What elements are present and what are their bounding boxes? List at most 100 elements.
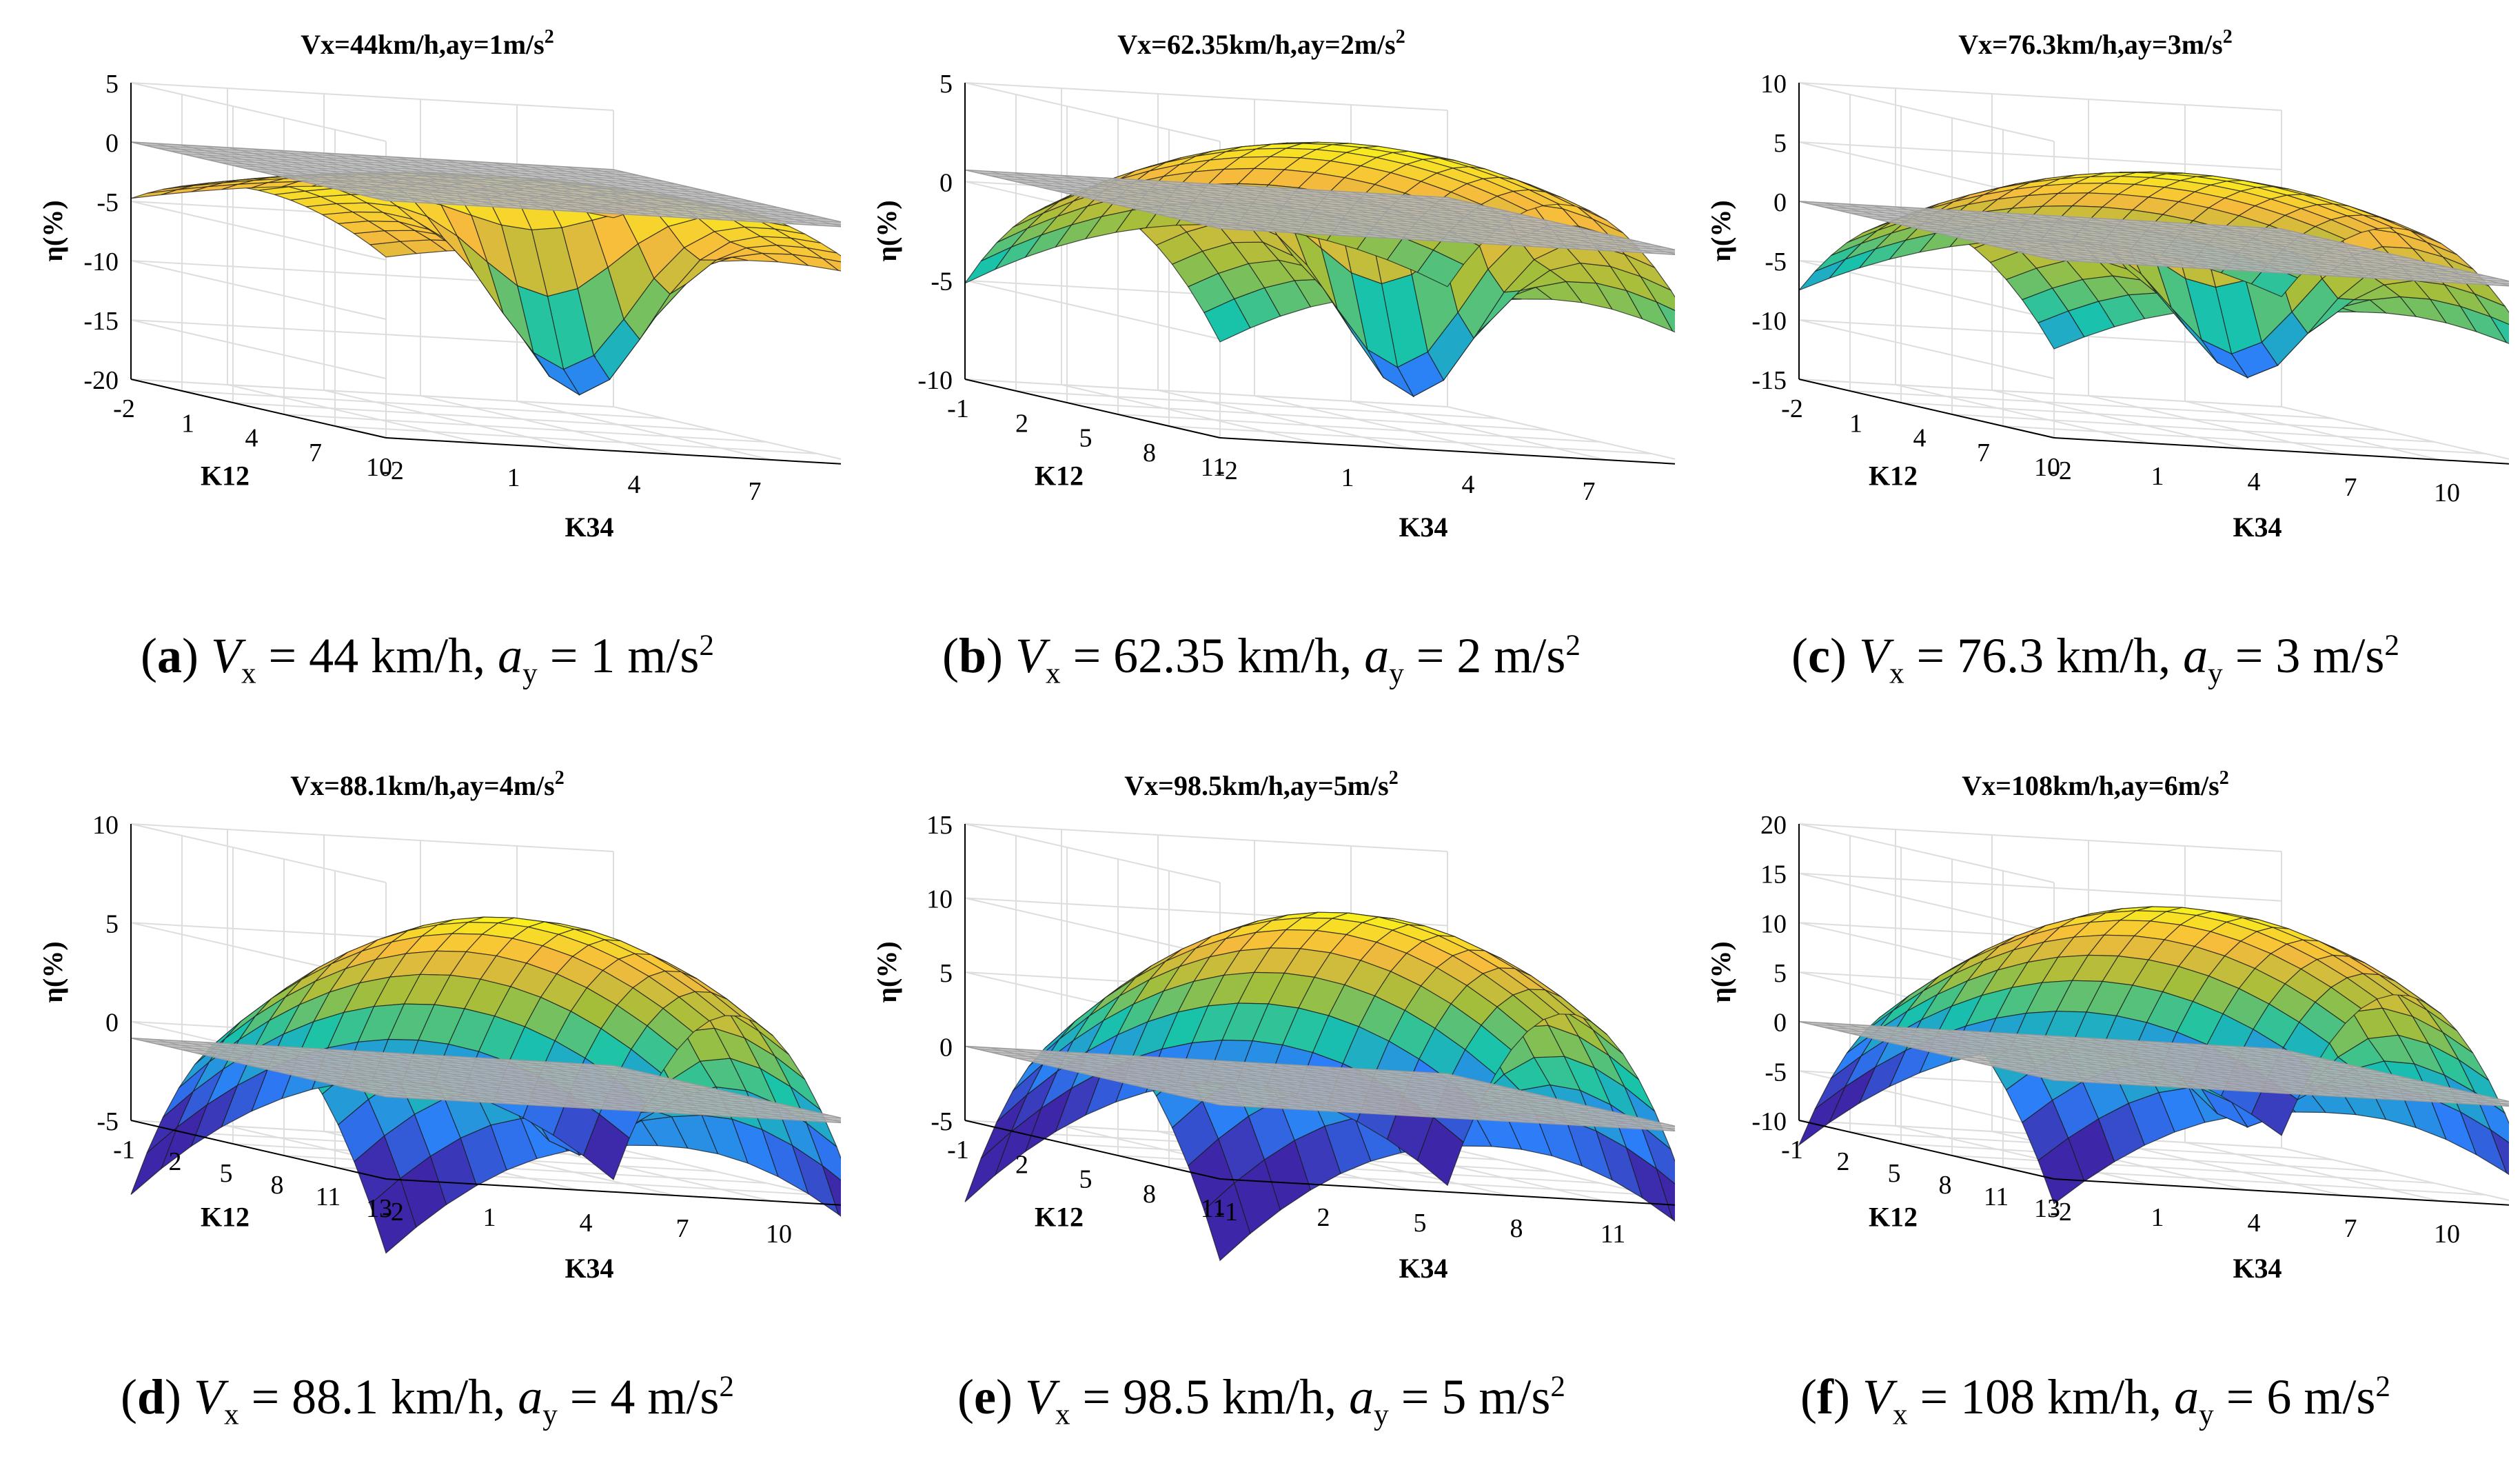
grid-line — [232, 402, 716, 431]
k12-axis-label: K12 — [1869, 1201, 1918, 1232]
zero-plane-line — [1130, 208, 1614, 236]
grid-line — [130, 379, 614, 407]
surface-cell — [130, 189, 178, 199]
zero-plane-line — [1951, 236, 2435, 265]
k34-tick-label: -2 — [2050, 456, 2072, 485]
caption-accel-unit: m/s — [647, 1369, 720, 1424]
zero-plane-line — [492, 162, 749, 222]
z-tick-label: 5 — [1774, 959, 1787, 988]
zero-plane-line — [271, 1069, 754, 1098]
chart-a: 50-5-10-15-20-214710-21478K12K34η(%)Vx=4… — [37, 26, 841, 543]
caption-vx-symbol: V — [1858, 628, 1889, 683]
caption-speed-unit: km/h — [1237, 628, 1340, 683]
caption-ay-symbol: a — [2183, 628, 2208, 683]
chart-title: Vx=108km/h,ay=6m/s2 — [1962, 767, 2228, 801]
k34-tick-label: 7 — [1583, 477, 1596, 506]
surface — [964, 911, 1675, 1262]
z-axis-label: η(%) — [37, 941, 68, 1002]
zero-plane-line — [1326, 1067, 1583, 1126]
k34-tick-label: 1 — [507, 463, 520, 492]
grid-line — [1951, 414, 2435, 443]
grid-line — [334, 425, 818, 454]
k12-tick-label: -1 — [947, 1136, 969, 1165]
k34-tick-label: 7 — [2344, 1214, 2357, 1243]
zero-plane-line — [589, 168, 841, 227]
caption-ay-sub: y — [2208, 657, 2223, 690]
k34-tick-label: -2 — [382, 1198, 404, 1227]
k34-axis-label: K34 — [2233, 512, 2282, 543]
zero-plane-line — [296, 1076, 780, 1105]
z-tick-label: 15 — [1760, 860, 1787, 889]
z-tick-label: -5 — [1765, 1058, 1787, 1087]
z-tick-label: 10 — [92, 811, 119, 840]
k12-tick-label: 10 — [366, 453, 392, 482]
zero-plane-line — [1399, 194, 1655, 254]
panel-b: 50-5-10-125811-214710K12K34η(%)Vx=62.35k… — [848, 7, 1675, 731]
caption-accel-unit: m/s — [1479, 1369, 1551, 1424]
grid-line — [1447, 406, 1675, 460]
caption-vx-symbol: V — [1862, 1369, 1893, 1424]
axes — [964, 83, 1675, 465]
zero-plane-line — [468, 161, 724, 221]
grid-line — [1798, 823, 2282, 883]
zero-plane — [964, 1045, 1675, 1131]
k12-tick-label: 2 — [1837, 1147, 1850, 1176]
zero-plane-line — [1168, 1093, 1652, 1121]
caption-ay-value: 2 — [1456, 628, 1482, 683]
z-tick-label: 5 — [105, 909, 119, 938]
z-tick-label: 0 — [939, 168, 953, 197]
zero-plane-line — [372, 1051, 628, 1111]
zero-plane-line — [1423, 1072, 1675, 1131]
chart-title-sup: 2 — [1396, 26, 1405, 48]
grid-line — [2002, 425, 2486, 454]
panel-d: 1050-5-12581113-21471013K12K34η(%)Vx=88.… — [14, 748, 841, 1472]
zero-plane-line — [2040, 214, 2296, 274]
caption-label: a — [156, 628, 182, 683]
z-tick-label: -20 — [83, 366, 119, 395]
chart-c: 1050-5-10-15-214710-21471012K12K34η(%)Vx… — [1705, 26, 2509, 543]
k12-tick-label: -2 — [113, 394, 135, 423]
zero-plane-line — [1964, 239, 2448, 268]
caption-vx-symbol: V — [1024, 1369, 1055, 1424]
zero-plane-line — [589, 1064, 841, 1122]
caption-ay-sub: y — [2199, 1398, 2214, 1431]
grid-line — [2088, 395, 2344, 455]
grid-line — [420, 395, 676, 455]
grid-line — [964, 823, 1448, 883]
zero-plane-line — [540, 165, 797, 225]
zero-plane-line — [1350, 1068, 1607, 1127]
zero-plane-line — [1181, 219, 1665, 248]
caption-speed-unit: km/h — [2047, 1369, 2150, 1424]
zero-plane-line — [396, 1053, 652, 1113]
k34-tick-label: -1 — [1216, 1198, 1238, 1227]
caption-vx-symbol: V — [1015, 628, 1046, 683]
zero-plane-line — [1254, 185, 1510, 245]
z-tick-label: -10 — [1751, 1107, 1787, 1136]
zero-plane-line — [2041, 1076, 2509, 1105]
zero-plane-line — [1117, 204, 1601, 233]
caption-vx-sub: x — [223, 1398, 239, 1431]
caption-vx-sub: x — [1889, 657, 1904, 690]
grid-line — [227, 384, 483, 444]
zero-plane-line — [2112, 1039, 2368, 1099]
zero-plane — [964, 169, 1675, 255]
k12-tick-label: 8 — [1143, 438, 1156, 467]
axes — [130, 83, 841, 465]
k34-axis-label: K34 — [565, 512, 613, 543]
zero-plane-line — [1194, 1098, 1675, 1127]
k12-axis-label: K12 — [1869, 460, 1918, 491]
zero-plane-line — [1374, 1069, 1631, 1129]
zero-plane-line — [1254, 1062, 1510, 1122]
grid-line — [1157, 390, 1414, 450]
panel-c: 1050-5-10-15-214710-21471012K12K34η(%)Vx… — [1682, 7, 2509, 731]
k34-axis-label: K34 — [2233, 1253, 2282, 1284]
zero-plane-line — [1181, 1096, 1665, 1125]
k12-tick-label: -1 — [947, 394, 969, 423]
k12-tick-label: -1 — [1781, 1136, 1803, 1165]
zero-plane-line — [360, 194, 841, 223]
zero-plane-line — [2208, 224, 2465, 284]
k34-tick-label: 10 — [2434, 1220, 2460, 1249]
zero-plane-line — [1374, 192, 1631, 252]
chart-title-sup: 2 — [2219, 767, 2229, 789]
grid-line — [323, 390, 580, 450]
